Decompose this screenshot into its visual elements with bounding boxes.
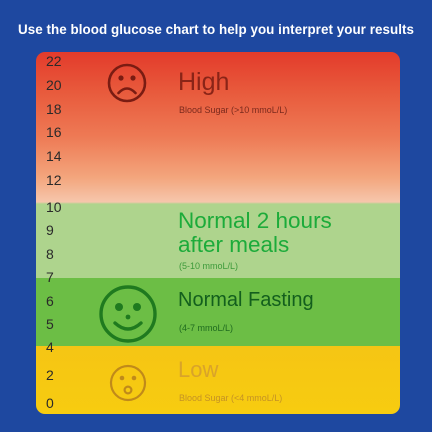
tick-label: 20 <box>46 77 62 93</box>
happy-face-icon <box>99 285 157 343</box>
tick-label: 18 <box>46 101 62 117</box>
zone-subtitle-high: Blood Sugar (>10 mmoL/L) <box>179 105 288 115</box>
chart-title: Use the blood glucose chart to help you … <box>18 22 414 37</box>
tick-label: 7 <box>46 269 54 285</box>
tick-label: 16 <box>46 124 62 140</box>
tick-label: 14 <box>46 148 62 164</box>
zone-subtitle-after-meals: (5-10 mmoL/L) <box>179 261 239 271</box>
zone-subtitle-fasting: (4-7 mmoL/L) <box>179 323 234 333</box>
zone-title-line: after meals <box>178 232 290 257</box>
zone-title-high: High <box>178 68 230 96</box>
zone-title-line: Normal 2 hours <box>178 208 332 233</box>
tick-label: 9 <box>46 222 54 238</box>
zone-title-low: Low <box>178 357 219 382</box>
sad-face-icon <box>107 63 147 103</box>
tick-label: 2 <box>46 367 54 383</box>
tick-label: 6 <box>46 293 54 309</box>
glucose-zone-panel <box>36 52 400 414</box>
tick-label: 4 <box>46 339 54 355</box>
tick-label: 22 <box>46 53 62 69</box>
tick-label: 8 <box>46 246 54 262</box>
zone-title-fasting: Normal Fasting <box>178 289 314 311</box>
tick-label: 5 <box>46 316 54 332</box>
zone-subtitle-low: Blood Sugar (<4 mmoL/L) <box>179 393 283 403</box>
tick-label: 12 <box>46 172 62 188</box>
worried-face-icon <box>109 364 147 402</box>
zone-title-after-meals: Normal 2 hours after meals <box>178 209 332 257</box>
tick-label: 0 <box>46 395 54 411</box>
tick-label: 10 <box>46 199 62 215</box>
